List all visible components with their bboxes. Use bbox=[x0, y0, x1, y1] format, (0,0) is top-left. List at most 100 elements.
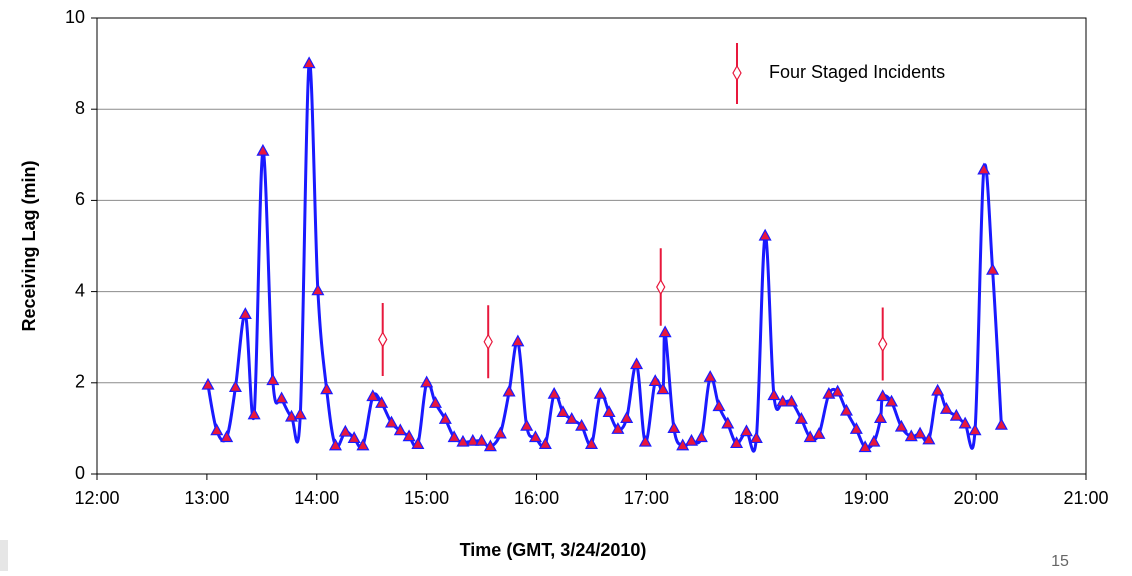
data-marker bbox=[611, 422, 625, 434]
data-marker bbox=[538, 437, 552, 449]
legend-label: Four Staged Incidents bbox=[769, 62, 945, 82]
x-tick-label: 14:00 bbox=[294, 488, 339, 508]
data-marker bbox=[867, 434, 881, 447]
data-marker bbox=[803, 430, 817, 443]
incident-marker bbox=[878, 335, 888, 353]
slide-number: 15 bbox=[1051, 553, 1069, 570]
data-marker bbox=[220, 430, 234, 443]
data-marker bbox=[428, 396, 442, 408]
data-marker bbox=[293, 407, 307, 420]
data-marker bbox=[411, 437, 425, 449]
x-tick-label: 12:00 bbox=[74, 488, 119, 508]
data-marker bbox=[958, 416, 972, 429]
data-marker bbox=[703, 370, 717, 382]
data-marker bbox=[968, 423, 982, 436]
y-tick-label: 6 bbox=[75, 189, 85, 209]
slide-decoration bbox=[0, 540, 8, 571]
data-marker bbox=[931, 383, 945, 396]
data-marker bbox=[913, 426, 927, 439]
data-marker bbox=[839, 403, 853, 416]
data-marker bbox=[375, 396, 389, 408]
data-marker bbox=[511, 334, 525, 347]
data-marker bbox=[475, 433, 489, 446]
data-marker bbox=[347, 431, 361, 444]
data-marker bbox=[602, 405, 616, 418]
data-marker bbox=[794, 412, 808, 424]
data-marker bbox=[638, 434, 652, 447]
data-marker bbox=[986, 262, 1000, 275]
data-marker bbox=[275, 391, 289, 404]
data-marker bbox=[977, 162, 991, 175]
data-marker bbox=[712, 399, 726, 412]
data-marker bbox=[721, 416, 735, 429]
x-tick-label: 15:00 bbox=[404, 488, 449, 508]
data-marker bbox=[849, 422, 863, 434]
data-marker bbox=[994, 417, 1008, 430]
y-tick-label: 8 bbox=[75, 98, 85, 118]
data-marker bbox=[338, 424, 352, 437]
data-marker bbox=[694, 430, 708, 443]
data-marker bbox=[393, 423, 407, 436]
data-marker bbox=[739, 424, 753, 437]
y-tick-label: 0 bbox=[75, 463, 85, 483]
data-marker bbox=[228, 380, 242, 392]
legend-marker bbox=[732, 64, 742, 82]
data-marker bbox=[876, 389, 890, 402]
x-tick-label: 18:00 bbox=[734, 488, 779, 508]
data-marker bbox=[776, 394, 790, 407]
data-marker bbox=[493, 426, 507, 439]
data-marker bbox=[922, 432, 936, 445]
y-tick-label: 10 bbox=[65, 7, 85, 27]
incident-marker bbox=[483, 333, 493, 350]
data-marker bbox=[593, 386, 607, 399]
data-marker bbox=[266, 373, 280, 386]
x-tick-label: 21:00 bbox=[1063, 488, 1108, 508]
x-tick-label: 17:00 bbox=[624, 488, 669, 508]
data-marker bbox=[438, 412, 452, 424]
x-tick-label: 19:00 bbox=[844, 488, 889, 508]
x-tick-label: 20:00 bbox=[954, 488, 999, 508]
data-marker bbox=[502, 384, 516, 397]
data-marker bbox=[328, 438, 342, 451]
data-marker bbox=[447, 430, 461, 443]
data-marker bbox=[949, 408, 963, 421]
data-marker bbox=[584, 437, 599, 449]
data-marker bbox=[238, 307, 252, 319]
data-marker bbox=[366, 389, 380, 402]
data-marker bbox=[884, 394, 899, 407]
plot-frame bbox=[96, 17, 1087, 475]
data-marker bbox=[767, 388, 781, 401]
data-marker bbox=[520, 418, 534, 431]
data-marker bbox=[247, 407, 261, 420]
data-marker bbox=[201, 377, 215, 390]
data-marker bbox=[630, 357, 644, 370]
data-marker bbox=[302, 56, 316, 69]
data-marker bbox=[384, 415, 399, 428]
data-marker bbox=[528, 430, 542, 443]
data-marker bbox=[547, 386, 561, 399]
data-marker bbox=[656, 382, 670, 395]
data-marker bbox=[784, 394, 799, 407]
data-marker bbox=[466, 433, 480, 446]
data-marker bbox=[812, 427, 826, 439]
data-marker bbox=[565, 412, 579, 424]
data-marker bbox=[311, 283, 325, 296]
data-marker bbox=[648, 374, 662, 387]
incident-marker bbox=[378, 331, 388, 348]
x-axis-title: Time (GMT, 3/24/2010) bbox=[460, 540, 647, 560]
data-marker bbox=[356, 438, 370, 451]
x-tick-label: 13:00 bbox=[184, 488, 229, 508]
data-marker bbox=[483, 439, 497, 452]
data-marker bbox=[939, 402, 953, 414]
data-marker bbox=[456, 434, 470, 447]
data-marker bbox=[730, 436, 744, 449]
data-marker bbox=[758, 228, 772, 241]
data-marker bbox=[894, 419, 908, 432]
y-tick-label: 2 bbox=[75, 372, 85, 392]
y-axis-title: Receiving Lag (min) bbox=[19, 160, 39, 331]
data-marker bbox=[676, 438, 690, 451]
data-marker bbox=[873, 411, 888, 423]
data-marker bbox=[256, 143, 270, 156]
data-marker bbox=[210, 423, 224, 436]
